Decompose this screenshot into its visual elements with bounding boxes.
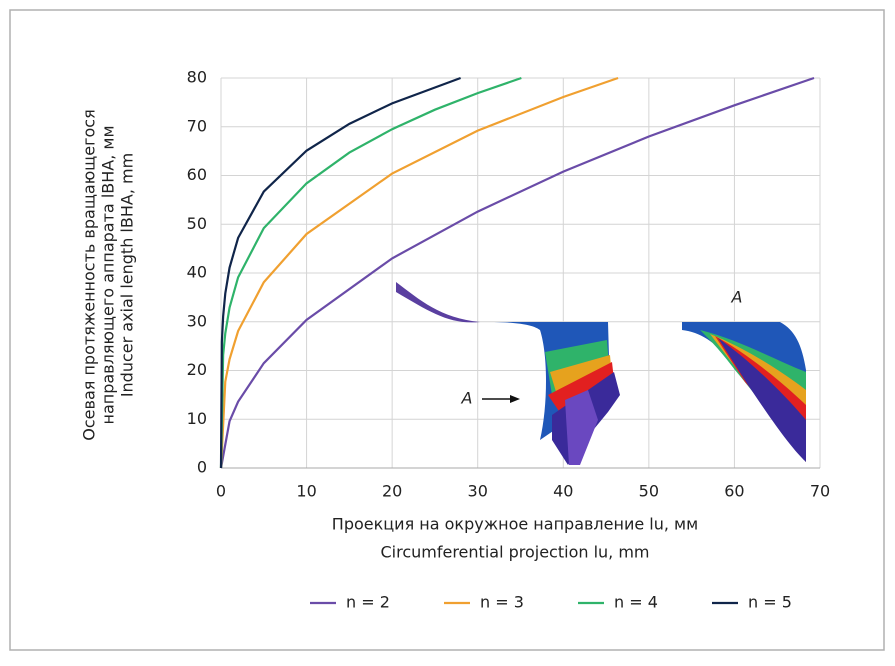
x-tick-label: 0	[216, 482, 226, 501]
blade-illustration	[396, 282, 806, 465]
x-tick-label: 50	[639, 482, 659, 501]
y-axis-label: Осевая протяженность вращающегося	[80, 109, 99, 440]
legend-label: n = 4	[614, 593, 658, 612]
x-axis-label: Проекция на окружное направление lu, мм	[332, 515, 698, 534]
x-tick-label: 40	[553, 482, 573, 501]
x-tick-label: 60	[724, 482, 744, 501]
y-tick-label: 30	[187, 311, 207, 330]
labels: 0 10 20 30 40 50 60 70 0 10 20 30 40 50 60 70 80 Проекция…	[80, 68, 831, 612]
legend-label: n = 3	[480, 593, 524, 612]
annotation: A	[461, 389, 473, 408]
line-series	[219, 76, 522, 469]
line-series	[219, 76, 815, 469]
x-tick-label: 10	[296, 482, 316, 501]
x-axis-label: Circumferential projection lu, mm	[380, 543, 649, 562]
x-tick-label: 70	[810, 482, 830, 501]
line-series	[219, 76, 619, 469]
legend-label: n = 5	[748, 593, 792, 612]
y-tick-label: 80	[187, 68, 207, 87]
y-tick-label: 20	[187, 360, 207, 379]
lines	[219, 76, 815, 469]
y-tick-label: 0	[197, 458, 207, 477]
legend-label: n = 2	[346, 593, 390, 612]
annotation: A	[731, 288, 743, 307]
y-tick-label: 10	[187, 409, 207, 428]
y-axis-label: направляющего аппарата lВНА, мм	[99, 125, 118, 424]
y-tick-label: 70	[187, 116, 207, 135]
x-tick-label: 20	[382, 482, 402, 501]
y-tick-label: 40	[187, 263, 207, 282]
y-tick-label: 60	[187, 165, 207, 184]
x-tick-label: 30	[468, 482, 488, 501]
y-axis-label: Inducer axial length lВНА, mm	[118, 153, 137, 397]
y-tick-label: 50	[187, 214, 207, 233]
line-series	[219, 76, 461, 469]
